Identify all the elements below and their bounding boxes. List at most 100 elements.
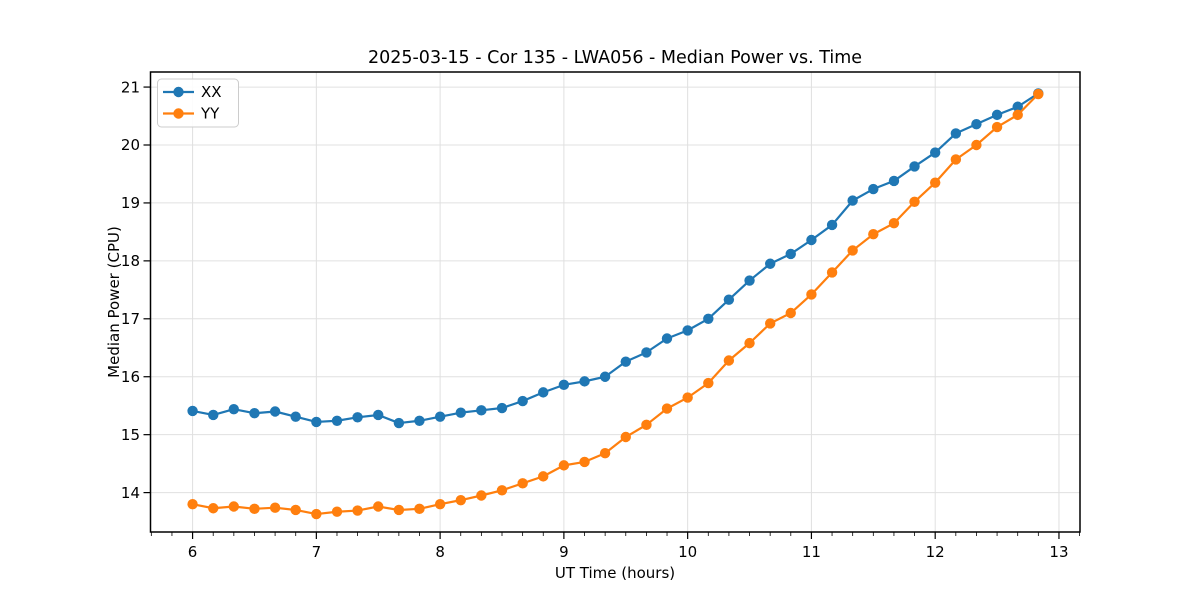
data-point-YY	[476, 490, 487, 501]
data-point-YY	[393, 504, 405, 516]
data-point-XX	[290, 411, 301, 422]
y-axis-label: Median Power (CPU)	[105, 226, 123, 378]
y-tick-label-19: 19	[121, 194, 140, 212]
data-point-XX	[620, 356, 631, 367]
data-point-YY	[517, 478, 528, 489]
data-point-XX	[558, 379, 570, 391]
data-point-YY	[414, 503, 425, 515]
x-tick-label-9: 9	[559, 543, 569, 561]
y-tick-label-15: 15	[121, 426, 140, 444]
data-point-YY	[971, 139, 982, 151]
legend-label-yy: YY	[200, 105, 220, 123]
chart-title: 2025-03-15 - Cor 135 - LWA056 - Median P…	[368, 48, 862, 68]
data-point-XX	[723, 294, 735, 305]
data-point-XX	[744, 275, 755, 286]
data-point-XX	[909, 161, 920, 172]
data-point-XX	[682, 325, 693, 336]
data-point-YY	[311, 508, 322, 520]
legend-box	[157, 78, 239, 128]
x-tick-label-11: 11	[802, 543, 821, 561]
y-tick-label-21: 21	[121, 78, 140, 96]
data-point-XX	[868, 183, 879, 195]
y-tick-labels: 14 15 16 17 18 19 20 21	[121, 78, 140, 502]
data-point-XX	[393, 417, 405, 429]
data-point-YY	[1033, 88, 1044, 100]
data-point-YY	[765, 318, 776, 329]
data-point-YY	[208, 503, 219, 514]
data-point-XX	[228, 403, 239, 415]
data-point-YY	[269, 502, 281, 513]
gridlines	[150, 72, 1080, 532]
y-tick-label-16: 16	[121, 368, 140, 386]
data-point-YY	[620, 431, 631, 443]
data-point-YY	[599, 448, 611, 459]
data-point-XX	[249, 408, 260, 419]
data-point-XX	[269, 406, 281, 417]
data-point-YY	[929, 177, 941, 188]
data-point-YY	[228, 501, 239, 512]
data-point-XX	[641, 347, 652, 358]
legend-marker-xx	[173, 86, 184, 98]
x-tick-label-7: 7	[312, 543, 322, 561]
data-point-XX	[950, 128, 962, 139]
plot-border	[149, 71, 1081, 533]
legend-label-xx: XX	[201, 83, 222, 101]
data-point-YY	[868, 229, 879, 240]
data-point-XX	[414, 415, 425, 426]
data-point-YY	[785, 307, 796, 319]
data-point-XX	[455, 407, 466, 418]
data-point-XX	[208, 409, 219, 421]
data-point-YY	[352, 505, 363, 516]
data-point-YY	[455, 494, 466, 506]
data-point-XX	[826, 219, 838, 231]
data-point-YY	[373, 501, 384, 512]
data-point-YY	[290, 504, 301, 516]
data-point-YY	[909, 196, 920, 207]
data-point-XX	[929, 147, 941, 158]
legend: XX YY	[157, 78, 239, 128]
x-tick-label-6: 6	[188, 543, 198, 561]
data-point-YY	[331, 506, 343, 517]
data-point-XX	[579, 376, 590, 387]
data-point-XX	[331, 415, 343, 426]
y-tick-label-14: 14	[121, 484, 140, 502]
data-point-XX	[971, 118, 982, 130]
x-tick-label-12: 12	[926, 543, 945, 561]
data-point-YY	[641, 419, 652, 431]
x-tick-label-13: 13	[1049, 543, 1068, 561]
data-point-XX	[661, 333, 673, 344]
data-point-XX	[496, 402, 508, 414]
data-point-XX	[373, 409, 384, 421]
data-point-XX	[538, 387, 549, 398]
data-point-XX	[434, 411, 446, 422]
data-point-YY	[847, 245, 858, 256]
data-point-YY	[888, 218, 900, 229]
data-point-XX	[352, 412, 363, 423]
y-tick-label-17: 17	[121, 310, 140, 328]
data-point-YY	[806, 289, 817, 300]
data-point-YY	[682, 392, 693, 403]
data-point-YY	[496, 485, 508, 496]
data-point-YY	[538, 471, 549, 482]
data-point-YY	[249, 503, 260, 515]
data-point-YY	[723, 355, 735, 366]
x-tick-labels: 6 7 8 9 10 11 12 13	[188, 543, 1069, 561]
data-point-XX	[888, 175, 900, 187]
data-point-YY	[434, 498, 446, 510]
data-point-YY	[661, 403, 673, 414]
data-point-YY	[1012, 109, 1023, 121]
data-point-XX	[311, 416, 322, 428]
y-axis-label-group: Median Power (CPU)	[105, 226, 123, 378]
data-point-XX	[785, 248, 796, 260]
data-point-XX	[599, 371, 611, 382]
data-point-YY	[826, 267, 838, 278]
legend-marker-yy	[173, 108, 184, 119]
data-point-XX	[476, 405, 487, 416]
data-point-YY	[991, 121, 1003, 133]
data-point-YY	[703, 377, 714, 389]
data-point-XX	[1012, 101, 1023, 112]
data-point-XX	[517, 395, 528, 407]
x-axis-label: UT Time (hours)	[555, 564, 675, 582]
